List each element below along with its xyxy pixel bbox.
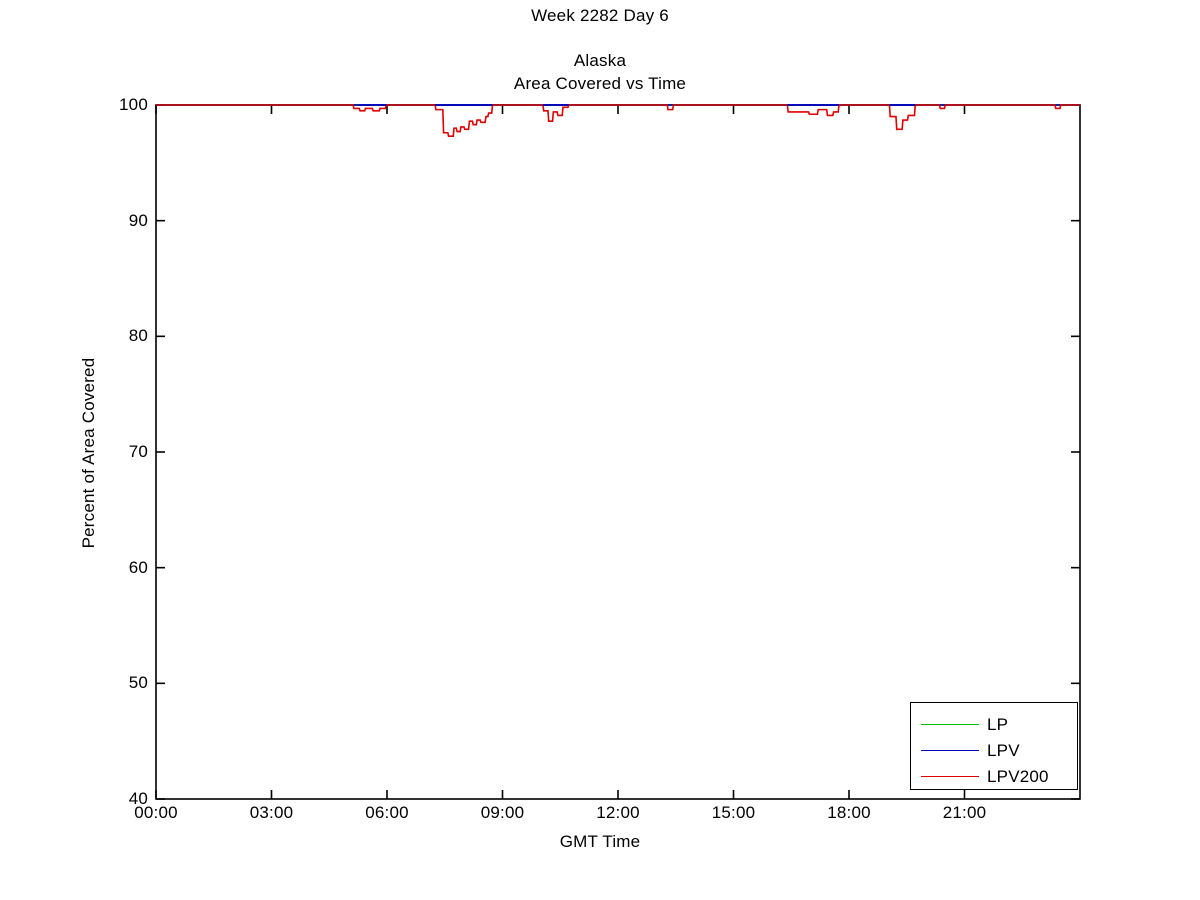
axis-tick-marks bbox=[155, 104, 1080, 800]
y-tick-label: 40 bbox=[128, 789, 148, 808]
y-tick-label: 60 bbox=[128, 557, 148, 577]
data-series-layer bbox=[156, 104, 1080, 138]
x-tick-label: 18:00 bbox=[827, 803, 871, 822]
plot-frame bbox=[155, 104, 1081, 800]
x-tick-label: 12:00 bbox=[596, 803, 640, 822]
x-tick-label: 09:00 bbox=[480, 803, 525, 822]
legend-box[interactable]: LP LPV LPV200 bbox=[910, 702, 1078, 790]
legend-label: LP bbox=[987, 715, 1009, 734]
y-tick-label: 50 bbox=[128, 673, 148, 693]
y-tick-label: 80 bbox=[128, 326, 148, 346]
series-line-lpv200 bbox=[156, 104, 1080, 138]
legend-item-lpv200[interactable]: LPV200 bbox=[911, 763, 1077, 790]
y-tick-label: 70 bbox=[128, 442, 148, 461]
legend-swatch-lpv200 bbox=[921, 776, 979, 777]
x-axis-label: GMT Time bbox=[559, 832, 641, 851]
x-tick-label: 00:00 bbox=[134, 803, 178, 822]
x-tick-label: 03:00 bbox=[249, 803, 294, 822]
x-tick-label: 15:00 bbox=[711, 803, 756, 822]
chart-title: Alaska Area Covered vs Time bbox=[0, 49, 1200, 95]
x-tick-label: 21:00 bbox=[942, 803, 987, 822]
y-tick-label: 90 bbox=[128, 210, 148, 230]
figure-super-title: Week 2282 Day 6 bbox=[531, 6, 669, 25]
legend-swatch-lpv bbox=[921, 750, 979, 751]
legend-item-lpv[interactable]: LPV bbox=[911, 737, 1077, 764]
legend-swatch-lp bbox=[921, 724, 979, 725]
legend-label: LPV200 bbox=[987, 767, 1049, 786]
chart-title-line-2: Area Covered vs Time bbox=[513, 74, 687, 93]
legend-item-lp[interactable]: LP bbox=[911, 711, 1077, 738]
x-tick-label: 06:00 bbox=[365, 803, 409, 822]
y-tick-label: 100 bbox=[119, 95, 148, 114]
chart-title-line-1: Alaska bbox=[573, 51, 627, 70]
legend-label: LPV bbox=[987, 741, 1020, 760]
